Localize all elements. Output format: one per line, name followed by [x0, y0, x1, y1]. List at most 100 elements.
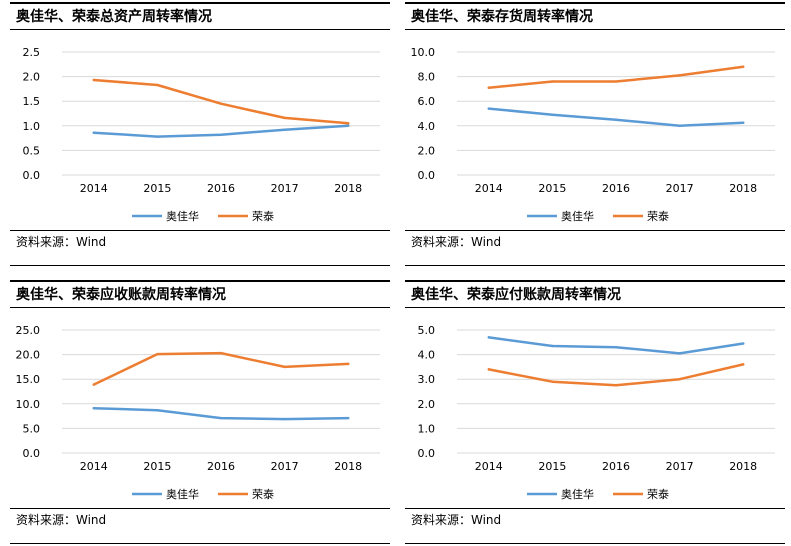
- y-tick-label: 1.0: [23, 120, 41, 133]
- data-point: [487, 368, 490, 371]
- chart-title: 奥佳华、荣泰应收账款周转率情况: [10, 280, 390, 308]
- data-point: [156, 408, 159, 412]
- x-tick-label: 2016: [207, 460, 235, 473]
- x-tick-label: 2014: [80, 460, 108, 473]
- data-point: [678, 352, 681, 355]
- source-note: 资料来源：Wind: [405, 230, 785, 266]
- x-tick-label: 2017: [666, 182, 694, 195]
- data-point: [219, 102, 223, 105]
- data-point: [347, 124, 350, 128]
- data-point: [742, 65, 745, 68]
- y-tick-label: 5.0: [23, 422, 41, 435]
- x-tick-label: 2018: [334, 182, 362, 195]
- data-point: [614, 346, 618, 349]
- data-point: [92, 78, 96, 82]
- data-point: [487, 336, 490, 339]
- source-note: 资料来源：Wind: [10, 230, 390, 266]
- data-point: [678, 124, 681, 128]
- chart-panel-total-asset-turnover: 奥佳华、荣泰总资产周转率情况 0.0 0.5 1.0 1.5 2.0 2.5 2014 201…: [10, 2, 390, 268]
- y-tick-label: 8.0: [418, 71, 436, 84]
- x-tick-label: 2016: [602, 460, 630, 473]
- chart-panel-receivables-turnover: 奥佳华、荣泰应收账款周转率情况 0.0 5.0 10.0 15.0 20.0 25.0 20…: [10, 280, 390, 546]
- series-line: [487, 65, 745, 89]
- y-tick-label: 25.0: [16, 324, 41, 337]
- y-tick-label: 15.0: [16, 373, 41, 386]
- x-tick-label: 2018: [334, 460, 362, 473]
- data-point: [156, 352, 159, 356]
- x-tick-label: 2015: [538, 182, 566, 195]
- line-chart: 0.0 5.0 10.0 15.0 20.0 25.0 2014 2015 2016 2017 20…: [16, 324, 380, 501]
- y-tick-label: 5.0: [418, 324, 436, 337]
- y-tick-label: 20.0: [16, 349, 41, 362]
- data-point: [219, 416, 223, 420]
- data-point: [678, 378, 681, 381]
- x-tick-label: 2017: [666, 460, 694, 473]
- data-point: [742, 342, 745, 345]
- chart-title: 奥佳华、荣泰总资产周转率情况: [10, 2, 390, 30]
- series-line: [92, 351, 350, 386]
- data-point: [283, 417, 286, 421]
- data-point: [283, 116, 286, 120]
- legend-label: 荣泰: [252, 487, 274, 501]
- y-tick-label: 0.0: [23, 447, 41, 460]
- data-point: [347, 122, 350, 125]
- y-tick-label: 10.0: [16, 398, 41, 411]
- y-tick-label: 1.0: [418, 422, 436, 435]
- data-point: [614, 384, 618, 387]
- data-point: [678, 74, 681, 77]
- legend-label: 奥佳华: [166, 487, 199, 501]
- data-point: [551, 380, 554, 383]
- data-point: [742, 121, 745, 124]
- y-tick-label: 4.0: [418, 349, 436, 362]
- y-tick-label: 0.0: [418, 447, 436, 460]
- data-point: [219, 133, 223, 136]
- x-tick-label: 2015: [143, 182, 171, 195]
- data-point: [219, 351, 223, 355]
- data-point: [156, 135, 159, 138]
- y-tick-label: 3.0: [418, 373, 436, 386]
- legend-label: 奥佳华: [166, 209, 199, 223]
- series-line: [487, 336, 745, 355]
- x-tick-label: 2015: [538, 460, 566, 473]
- source-note: 资料来源：Wind: [405, 508, 785, 544]
- source-note: 资料来源：Wind: [10, 508, 390, 544]
- legend-label: 荣泰: [647, 487, 669, 501]
- chart-panel-inventory-turnover: 奥佳华、荣泰存货周转率情况 0.0 2.0 4.0 6.0 8.0 10.0 2014 201…: [405, 2, 785, 268]
- data-point: [283, 128, 286, 131]
- y-tick-label: 2.0: [23, 71, 41, 84]
- y-tick-label: 2.0: [418, 144, 436, 157]
- data-point: [487, 86, 490, 89]
- x-tick-label: 2014: [475, 182, 503, 195]
- legend-label: 奥佳华: [561, 209, 594, 223]
- data-point: [551, 113, 554, 116]
- y-tick-label: 0.5: [23, 144, 41, 157]
- x-tick-label: 2016: [207, 182, 235, 195]
- data-point: [156, 83, 159, 87]
- line-chart: 0.0 2.0 4.0 6.0 8.0 10.0 2014 2015 2016 2017 2018 奥…: [411, 46, 775, 223]
- series-line: [487, 107, 745, 128]
- x-tick-label: 2018: [729, 182, 757, 195]
- chart-panel-payables-turnover: 奥佳华、荣泰应付账款周转率情况 0.0 1.0 2.0 3.0 4.0 5.0 2014 20…: [405, 280, 785, 546]
- line-chart: 0.0 1.0 2.0 3.0 4.0 5.0 2014 2015 2016 2017 2018 奥佳…: [418, 324, 775, 501]
- y-tick-label: 6.0: [418, 95, 436, 108]
- y-tick-label: 4.0: [418, 120, 436, 133]
- data-point: [614, 80, 618, 83]
- y-tick-label: 2.0: [418, 398, 436, 411]
- data-point: [551, 344, 554, 348]
- data-point: [92, 407, 96, 410]
- x-tick-label: 2017: [271, 182, 299, 195]
- data-point: [347, 416, 350, 420]
- x-tick-label: 2014: [475, 460, 503, 473]
- y-tick-label: 1.5: [23, 95, 41, 108]
- x-tick-label: 2018: [729, 460, 757, 473]
- legend-label: 荣泰: [647, 209, 669, 223]
- legend-label: 奥佳华: [561, 487, 594, 501]
- data-point: [551, 80, 554, 83]
- x-tick-label: 2015: [143, 460, 171, 473]
- data-point: [614, 118, 618, 121]
- series-line: [487, 363, 745, 387]
- chart-title: 奥佳华、荣泰存货周转率情况: [405, 2, 785, 30]
- y-tick-label: 2.5: [23, 46, 41, 59]
- line-chart: 0.0 0.5 1.0 1.5 2.0 2.5 2014 2015 2016 2017 2018 奥佳…: [23, 46, 380, 223]
- data-point: [487, 107, 490, 110]
